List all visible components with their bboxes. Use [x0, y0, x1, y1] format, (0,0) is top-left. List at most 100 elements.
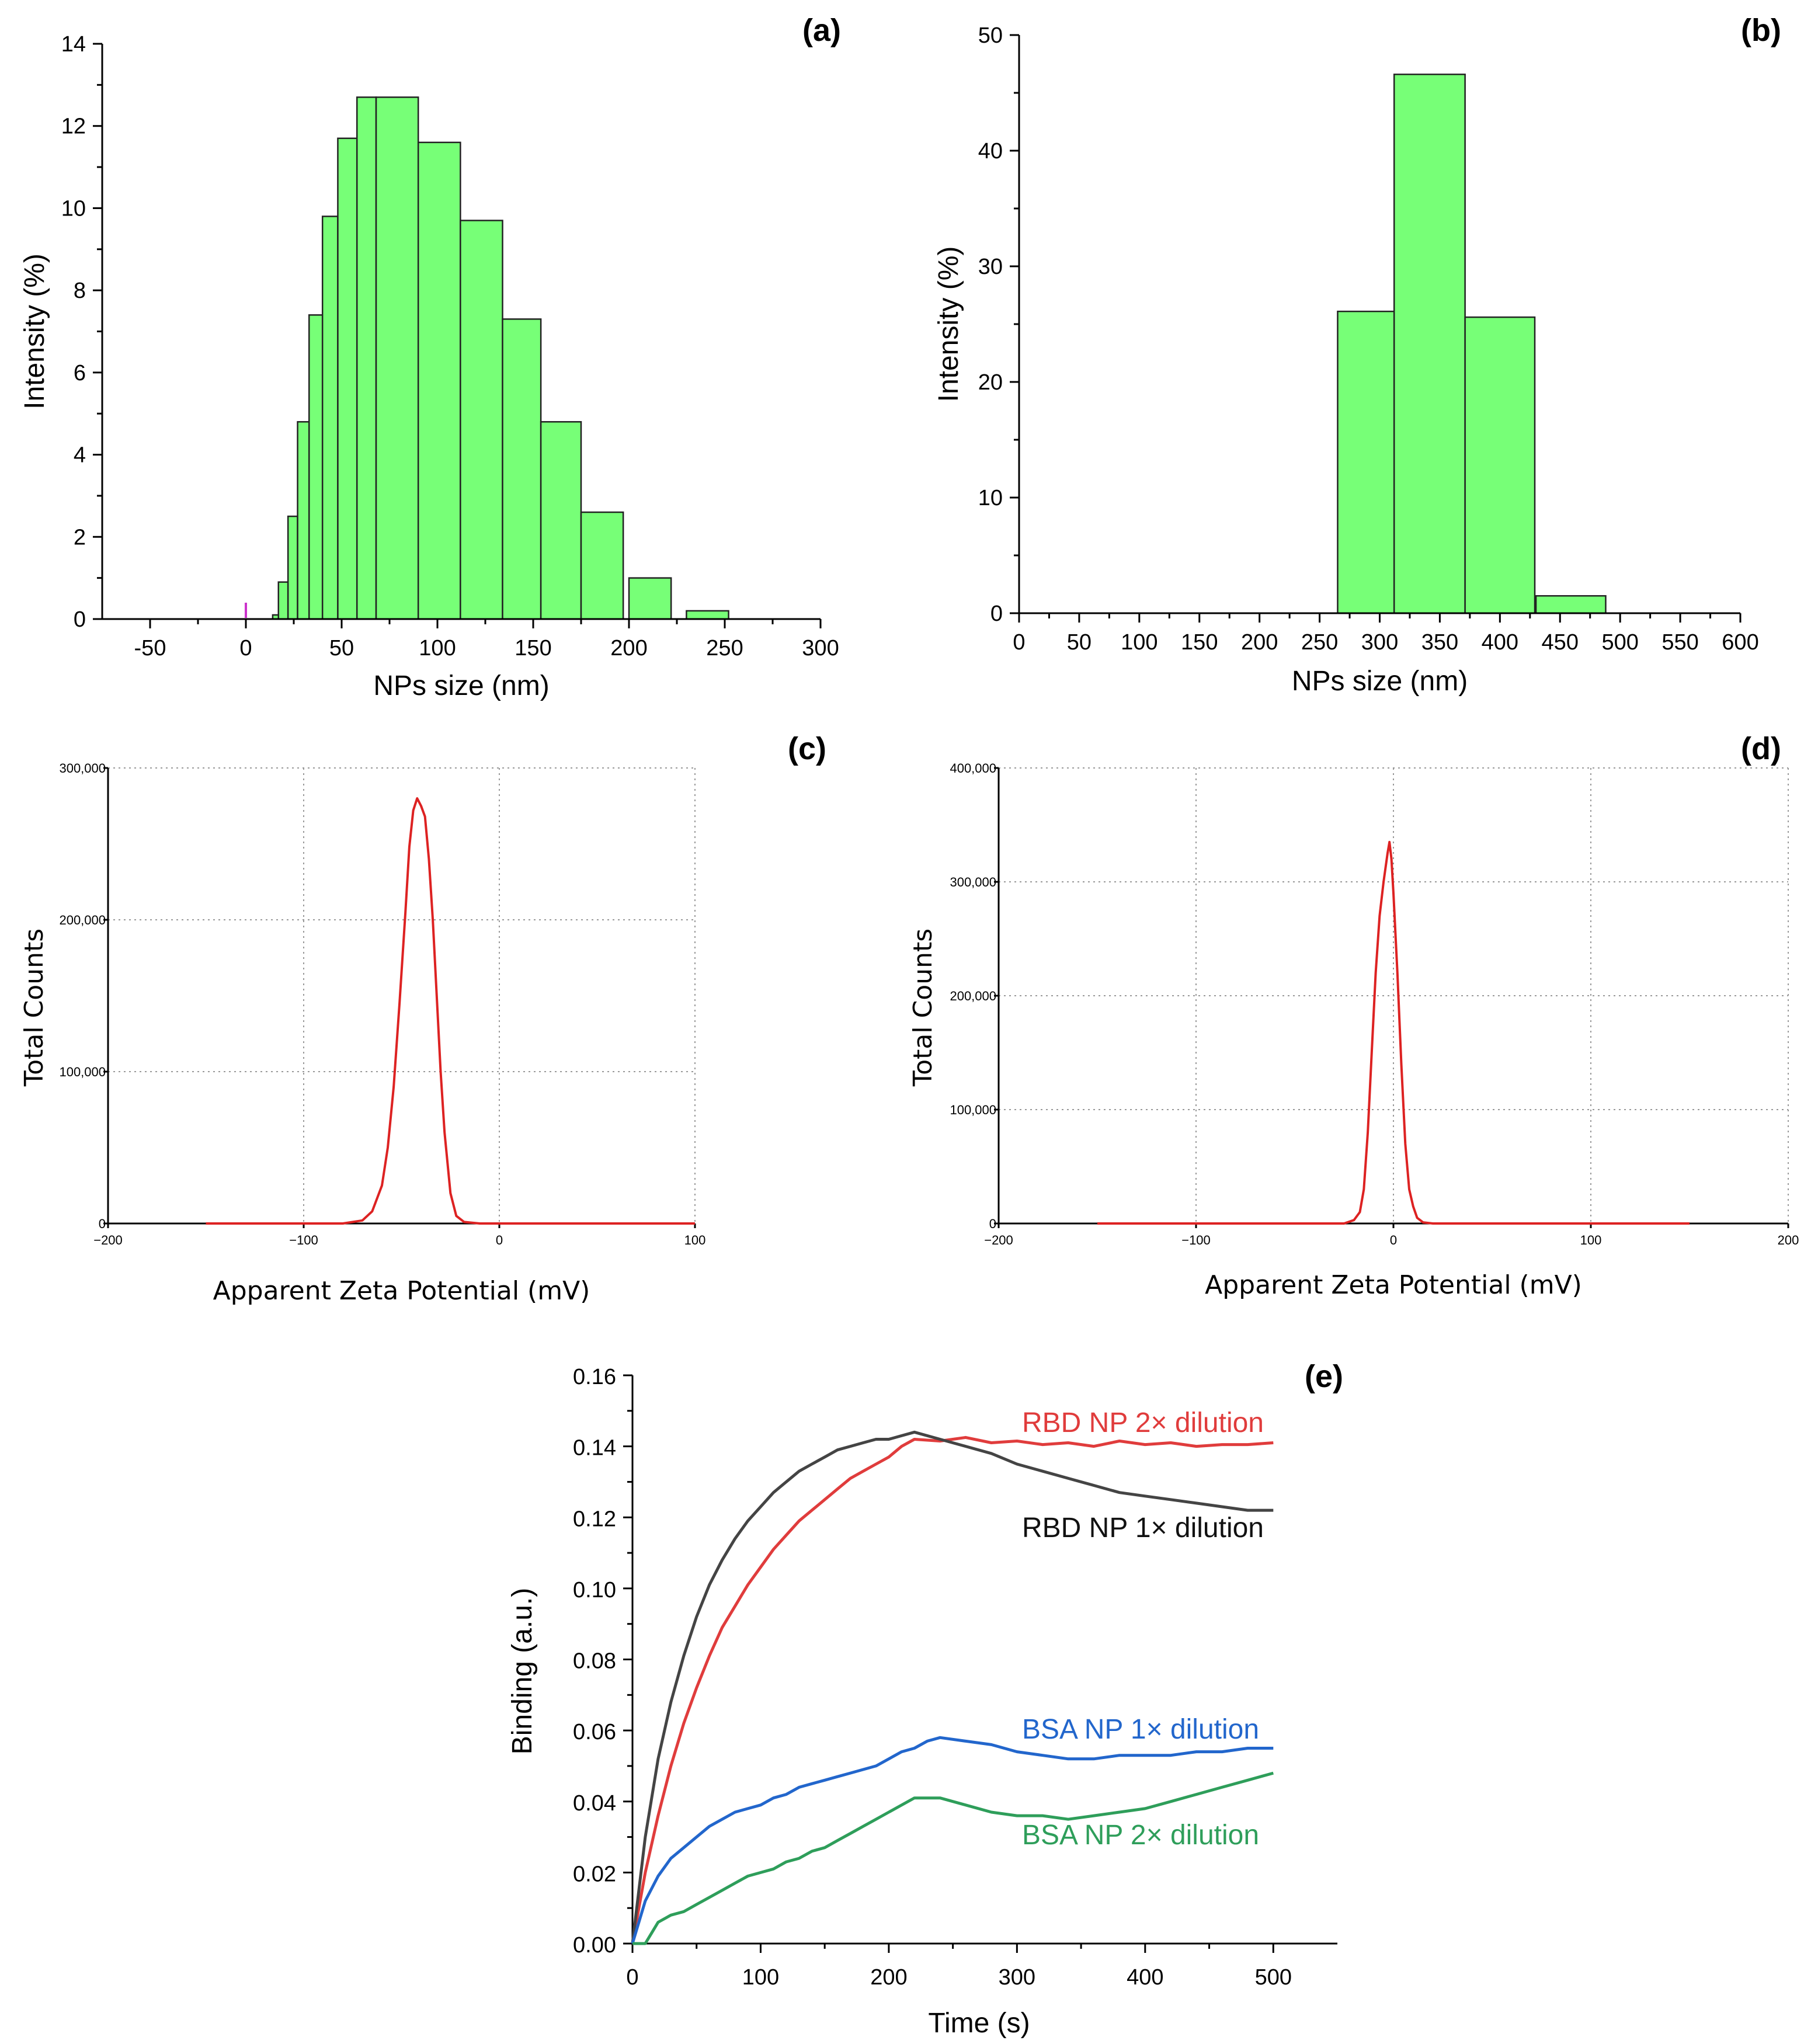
y-tick-label: 10 [978, 486, 1003, 510]
histogram-bar [277, 581, 289, 620]
x-tick-label: 200 [610, 636, 647, 661]
histogram-bar [580, 511, 624, 620]
y-tick-label: 4 [74, 443, 86, 468]
histogram-bar [1464, 316, 1536, 614]
x-tick-label: 0 [1390, 1233, 1397, 1247]
series-line [631, 1435, 1274, 1944]
y-axis-label: Intensity (%) [19, 253, 50, 409]
x-tick-label: −100 [1181, 1233, 1211, 1247]
histogram-bar [417, 141, 461, 620]
y-axis-label: Binding (a.u.) [507, 1588, 538, 1755]
x-tick-label: 0 [626, 1965, 638, 1990]
x-axis-label: Apparent Zeta Potential (mV) [213, 1276, 590, 1306]
y-tick-label: 40 [978, 139, 1003, 164]
x-tick-label: 150 [515, 636, 551, 661]
y-tick-label: 10 [61, 196, 86, 221]
histogram-bar [308, 314, 324, 620]
x-tick-label: 600 [1722, 630, 1758, 655]
x-tick-label: 0 [1013, 630, 1025, 655]
x-tick-label: 200 [1778, 1233, 1799, 1247]
panel-label: (b) [1741, 13, 1781, 48]
histogram-bar [375, 96, 419, 620]
x-tick-label: −200 [984, 1233, 1013, 1247]
y-tick-label: 50 [978, 23, 1003, 48]
series-label: BSA NP 1× dilution [1022, 1714, 1259, 1745]
panel-label: (e) [1305, 1359, 1343, 1394]
histogram-bar [686, 610, 729, 620]
x-tick-label: 400 [1127, 1965, 1163, 1990]
series-label: RBD NP 1× dilution [1022, 1513, 1264, 1544]
y-tick-label: 200,000 [59, 913, 106, 927]
y-tick-label: 0 [990, 602, 1003, 626]
y-tick-label: 0 [74, 607, 86, 632]
y-tick-label: 100,000 [950, 1103, 996, 1117]
y-tick-label: 6 [74, 361, 86, 385]
y-tick-label: 0.08 [573, 1649, 616, 1674]
histogram-bar [628, 577, 672, 620]
panel-label: (a) [802, 13, 841, 48]
y-tick-label: 0.00 [573, 1933, 616, 1958]
x-tick-label: 550 [1661, 630, 1698, 655]
panel-c-zeta-plot: 0 100,000 200,000 300,000 −200 −100 0 100 Appare… [19, 731, 826, 1306]
histogram-bar [1393, 74, 1466, 614]
x-tick-label: 100 [1121, 630, 1157, 655]
y-tick-label: 0.10 [573, 1578, 616, 1602]
histogram-bar [337, 137, 358, 620]
y-tick-label: 30 [978, 255, 1003, 279]
series-line [632, 1771, 1274, 1945]
y-axis-label: Total Counts [19, 929, 49, 1087]
x-tick-label: −100 [289, 1233, 318, 1247]
x-tick-label: 100 [684, 1233, 706, 1247]
x-tick-label: 100 [742, 1965, 779, 1990]
series-line [631, 1430, 1274, 1944]
x-tick-label: 150 [1181, 630, 1218, 655]
panel-a-histogram: 0 2 4 6 8 10 12 14 -50 0 50 100 150 200 250 300 NPs size… [19, 13, 841, 701]
x-tick-label: 250 [1301, 630, 1338, 655]
x-tick-label: 200 [870, 1965, 907, 1990]
x-tick-label: 100 [419, 636, 456, 661]
y-tick-label: 0.06 [573, 1720, 616, 1744]
zeta-distribution-line [1097, 840, 1690, 1225]
x-tick-label: -50 [134, 636, 166, 661]
panel-e-binding-plot: 0.00 0.02 0.04 0.06 0.08 0.10 0.12 0.14 0.16 0 100… [507, 1359, 1343, 2039]
y-axis-label: Intensity (%) [933, 246, 964, 402]
y-tick-label: 0 [99, 1216, 106, 1231]
x-axis-label: NPs size (nm) [373, 670, 549, 701]
y-tick-label: 2 [74, 525, 86, 550]
y-tick-label: 0 [989, 1216, 996, 1231]
x-tick-label: 400 [1482, 630, 1518, 655]
x-tick-label: 500 [1255, 1965, 1292, 1990]
histogram-bar [1337, 310, 1395, 614]
panel-label: (c) [788, 731, 826, 766]
y-tick-label: 0.12 [573, 1507, 616, 1531]
x-tick-label: 0 [496, 1233, 503, 1247]
x-tick-label: −200 [93, 1233, 123, 1247]
zeta-distribution-line [206, 797, 695, 1225]
histogram-bar [540, 421, 582, 620]
x-tick-label: 300 [1361, 630, 1398, 655]
x-tick-label: 500 [1601, 630, 1638, 655]
y-tick-label: 0.14 [573, 1436, 616, 1461]
histogram-bar [502, 318, 542, 620]
y-tick-label: 0.02 [573, 1862, 616, 1886]
x-tick-label: 300 [802, 636, 839, 661]
x-tick-label: 300 [999, 1965, 1035, 1990]
panel-label: (d) [1741, 731, 1781, 766]
histogram-bar [321, 215, 339, 620]
x-axis-label: NPs size (nm) [1292, 666, 1468, 697]
y-tick-label: 400,000 [950, 761, 996, 776]
y-tick-label: 300,000 [950, 875, 996, 889]
y-tick-label: 12 [61, 114, 86, 139]
y-tick-label: 20 [978, 370, 1003, 395]
y-tick-label: 300,000 [59, 761, 106, 776]
x-tick-label: 250 [706, 636, 743, 661]
x-tick-label: 450 [1542, 630, 1579, 655]
series-label: BSA NP 2× dilution [1022, 1820, 1259, 1851]
y-tick-label: 0.16 [573, 1365, 616, 1389]
histogram-bar [460, 220, 503, 620]
y-axis-label: Total Counts [908, 929, 938, 1087]
panel-d-zeta-plot: 0 100,000 200,000 300,000 400,000 −200 −100 0 10… [908, 731, 1799, 1300]
x-tick-label: 0 [239, 636, 252, 661]
